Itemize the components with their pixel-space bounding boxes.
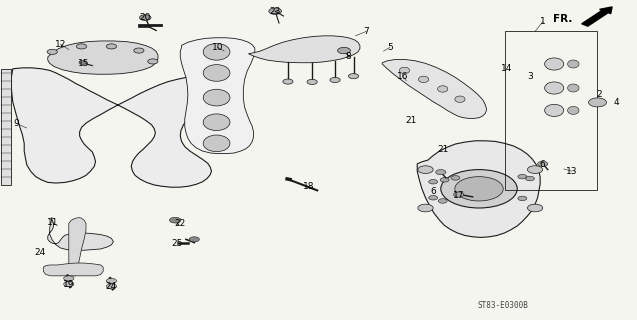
Ellipse shape — [203, 135, 230, 152]
Text: 10: 10 — [212, 43, 224, 52]
Text: 22: 22 — [174, 219, 185, 228]
Circle shape — [451, 176, 460, 180]
Text: ST83-E0300B: ST83-E0300B — [478, 301, 529, 310]
Circle shape — [330, 77, 340, 83]
Circle shape — [538, 161, 548, 166]
Polygon shape — [382, 60, 487, 118]
Circle shape — [429, 196, 438, 200]
Circle shape — [518, 174, 527, 179]
Circle shape — [436, 170, 446, 175]
Circle shape — [148, 59, 158, 64]
Text: 2: 2 — [596, 90, 601, 99]
Text: 25: 25 — [171, 239, 183, 248]
Text: 13: 13 — [566, 167, 578, 176]
Circle shape — [140, 15, 151, 20]
Text: 24: 24 — [106, 282, 117, 291]
Ellipse shape — [455, 96, 465, 102]
Circle shape — [47, 49, 57, 54]
Circle shape — [429, 180, 438, 184]
Text: 12: 12 — [55, 40, 66, 49]
Text: 6: 6 — [540, 160, 546, 169]
Ellipse shape — [545, 58, 564, 70]
Text: 17: 17 — [453, 191, 464, 200]
Polygon shape — [48, 41, 158, 74]
Circle shape — [76, 44, 87, 49]
Circle shape — [79, 60, 87, 64]
Circle shape — [189, 237, 199, 242]
Text: 9: 9 — [13, 119, 19, 128]
Text: 21: 21 — [405, 116, 417, 125]
Ellipse shape — [438, 86, 448, 92]
Text: 23: 23 — [269, 7, 281, 16]
Text: 3: 3 — [527, 72, 534, 81]
Text: 7: 7 — [363, 27, 369, 36]
Text: 6: 6 — [430, 187, 436, 196]
Circle shape — [455, 177, 503, 201]
Text: 19: 19 — [63, 280, 75, 289]
Circle shape — [269, 8, 282, 14]
Circle shape — [440, 178, 449, 182]
Ellipse shape — [545, 82, 564, 94]
Polygon shape — [69, 218, 86, 276]
Ellipse shape — [568, 84, 579, 92]
Polygon shape — [11, 68, 231, 187]
Circle shape — [418, 166, 433, 173]
Circle shape — [169, 217, 181, 223]
Polygon shape — [48, 218, 113, 250]
Circle shape — [283, 79, 293, 84]
Circle shape — [418, 204, 433, 212]
Circle shape — [106, 284, 117, 289]
Text: 11: 11 — [47, 218, 58, 227]
Circle shape — [134, 48, 144, 53]
Circle shape — [438, 199, 447, 203]
Polygon shape — [417, 141, 540, 237]
Circle shape — [307, 79, 317, 84]
Ellipse shape — [545, 104, 564, 116]
Text: 8: 8 — [345, 52, 352, 61]
Ellipse shape — [568, 106, 579, 115]
Circle shape — [527, 166, 543, 173]
Ellipse shape — [203, 89, 230, 106]
Ellipse shape — [419, 76, 429, 83]
Polygon shape — [1, 69, 11, 185]
Ellipse shape — [203, 65, 230, 81]
Circle shape — [527, 204, 543, 212]
FancyArrow shape — [582, 7, 612, 26]
Text: FR.: FR. — [553, 13, 572, 24]
Text: 21: 21 — [437, 145, 448, 154]
Circle shape — [106, 44, 117, 49]
Polygon shape — [180, 38, 255, 154]
Polygon shape — [248, 36, 360, 63]
Text: 5: 5 — [387, 43, 393, 52]
Text: 4: 4 — [614, 98, 619, 107]
Ellipse shape — [399, 67, 410, 74]
Circle shape — [526, 176, 534, 181]
Circle shape — [441, 170, 517, 208]
Text: 24: 24 — [34, 248, 45, 257]
Polygon shape — [43, 263, 103, 276]
Circle shape — [589, 98, 606, 107]
Text: 14: 14 — [501, 64, 512, 73]
Ellipse shape — [203, 114, 230, 131]
Ellipse shape — [203, 44, 230, 60]
Circle shape — [454, 192, 464, 197]
Circle shape — [338, 47, 350, 54]
Circle shape — [348, 74, 359, 79]
Text: 1: 1 — [540, 17, 546, 26]
Circle shape — [64, 282, 74, 287]
Text: 16: 16 — [397, 72, 408, 81]
Text: 15: 15 — [78, 59, 90, 68]
Text: 20: 20 — [140, 13, 151, 22]
Circle shape — [106, 278, 117, 284]
Circle shape — [64, 276, 74, 281]
Bar — [505, 31, 597, 190]
Ellipse shape — [568, 60, 579, 68]
Text: 18: 18 — [303, 182, 315, 191]
Circle shape — [518, 196, 527, 201]
